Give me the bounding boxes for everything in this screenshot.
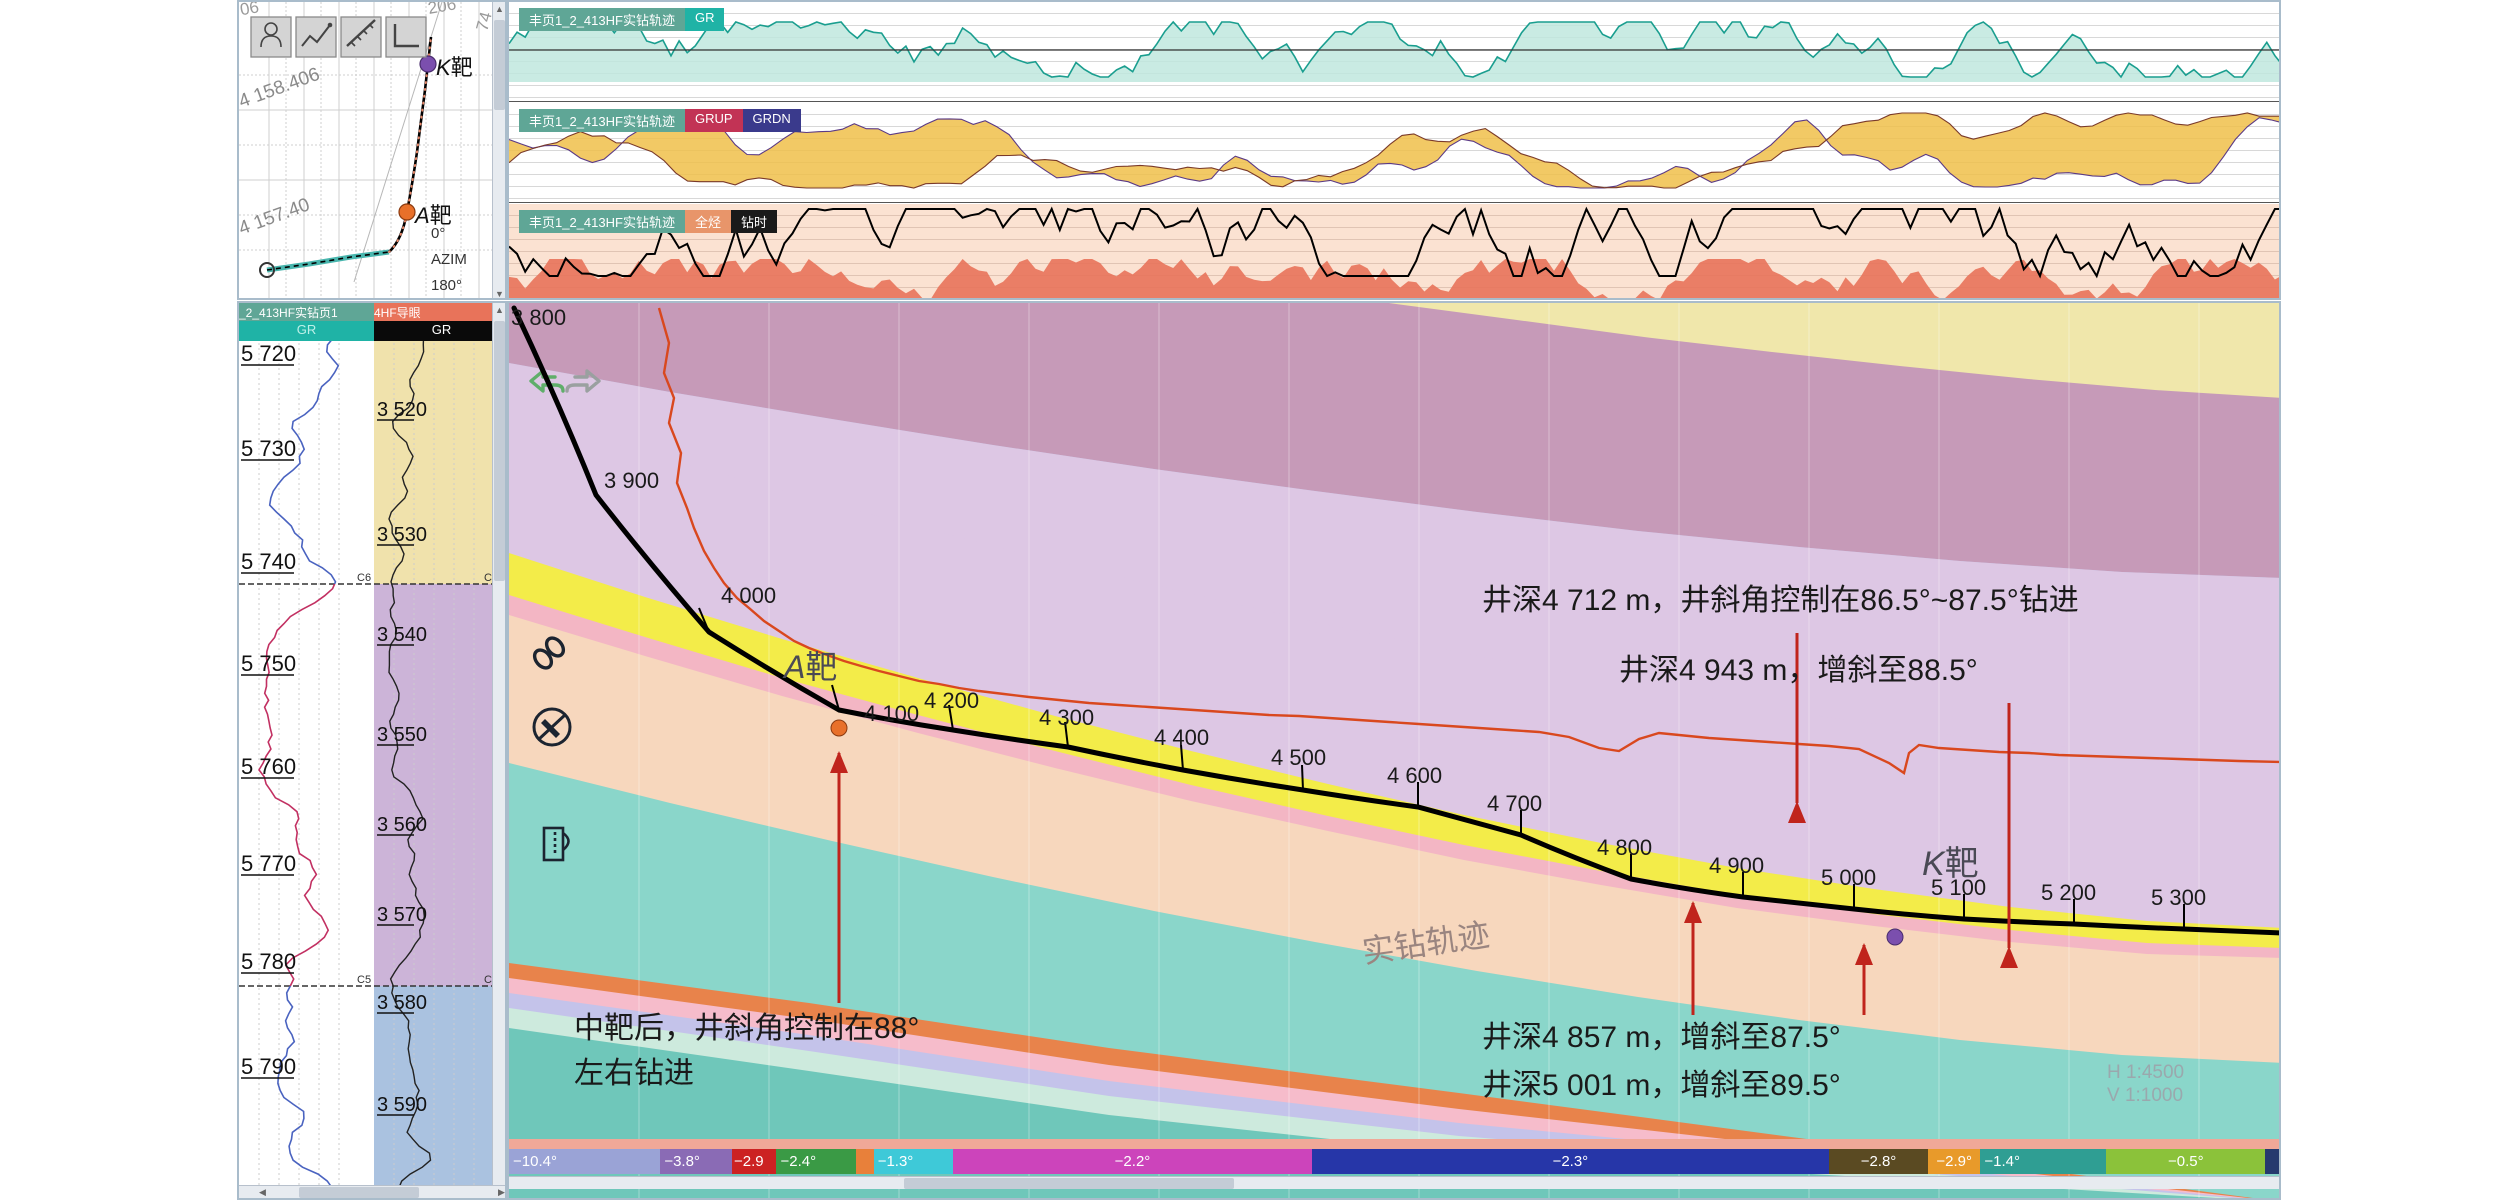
svg-text:3 550: 3 550 (377, 724, 427, 746)
svg-text:4 700: 4 700 (1487, 791, 1542, 816)
svg-text:3 580: 3 580 (377, 992, 427, 1014)
svg-text:4 200: 4 200 (924, 688, 979, 713)
svg-text:4 800: 4 800 (1597, 835, 1652, 860)
svg-text:5 300: 5 300 (2151, 885, 2206, 910)
svg-text:5 760: 5 760 (241, 754, 296, 779)
svg-text:4 600: 4 600 (1387, 763, 1442, 788)
svg-text:4 500: 4 500 (1271, 745, 1326, 770)
svg-text:H 1:4500: H 1:4500 (2107, 1062, 2184, 1083)
svg-text:5 780: 5 780 (241, 949, 296, 974)
svg-text:5 720: 5 720 (241, 341, 296, 366)
svg-text:井深4 712 m，井斜角控制在86.5°~87.5°钻进: 井深4 712 m，井斜角控制在86.5°~87.5°钻进 (1482, 584, 2079, 617)
svg-text:5 200: 5 200 (2041, 880, 2096, 905)
svg-text:5 740: 5 740 (241, 549, 296, 574)
svg-text:4 157.40: 4 157.40 (239, 194, 313, 239)
svg-text:中靶后，井斜角控制在88°: 中靶后，井斜角控制在88° (574, 1012, 919, 1045)
svg-text:A靶: A靶 (782, 649, 837, 685)
svg-text:4 300: 4 300 (1039, 705, 1094, 730)
svg-text:4 400: 4 400 (1154, 725, 1209, 750)
svg-text:3 530: 3 530 (377, 524, 427, 546)
svg-text:5 730: 5 730 (241, 436, 296, 461)
svg-text:井深4 857 m，增斜至87.5°: 井深4 857 m，增斜至87.5° (1482, 1021, 1841, 1054)
svg-text:V 1:1000: V 1:1000 (2107, 1085, 2183, 1106)
svg-text:180°: 180° (431, 277, 462, 294)
svg-text:5 790: 5 790 (241, 1054, 296, 1079)
svg-text:3 560: 3 560 (377, 814, 427, 836)
svg-text:4 000: 4 000 (721, 583, 776, 608)
svg-text:4 100: 4 100 (864, 701, 919, 726)
svg-text:5 750: 5 750 (241, 651, 296, 676)
svg-text:3 540: 3 540 (377, 624, 427, 646)
svg-text:0°: 0° (431, 225, 445, 242)
svg-text:206: 206 (426, 2, 457, 18)
svg-text:3 570: 3 570 (377, 904, 427, 926)
svg-text:3 590: 3 590 (377, 1094, 427, 1116)
svg-text:5 770: 5 770 (241, 851, 296, 876)
svg-text:井深4 943 m，增斜至88.5°: 井深4 943 m，增斜至88.5° (1619, 654, 1978, 687)
svg-text:K靶: K靶 (436, 55, 473, 80)
svg-text:C6: C6 (357, 572, 371, 584)
svg-text:4 158.406: 4 158.406 (239, 64, 323, 113)
svg-text:4 900: 4 900 (1709, 853, 1764, 878)
svg-text:K靶: K靶 (1922, 845, 1979, 883)
svg-text:左右钻进: 左右钻进 (574, 1057, 694, 1090)
svg-text:C5: C5 (357, 974, 371, 986)
svg-text:3 520: 3 520 (377, 399, 427, 421)
svg-text:井深5 001 m，增斜至89.5°: 井深5 001 m，增斜至89.5° (1482, 1069, 1841, 1102)
svg-text:5 000: 5 000 (1821, 865, 1876, 890)
svg-text:3 800: 3 800 (511, 305, 566, 330)
svg-text:AZIM: AZIM (431, 251, 467, 268)
svg-text:3 900: 3 900 (604, 468, 659, 493)
